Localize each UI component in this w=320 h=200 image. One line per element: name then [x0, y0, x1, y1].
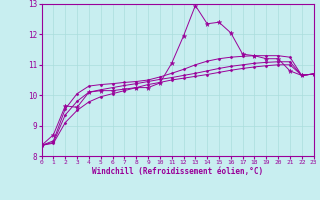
X-axis label: Windchill (Refroidissement éolien,°C): Windchill (Refroidissement éolien,°C) [92, 167, 263, 176]
